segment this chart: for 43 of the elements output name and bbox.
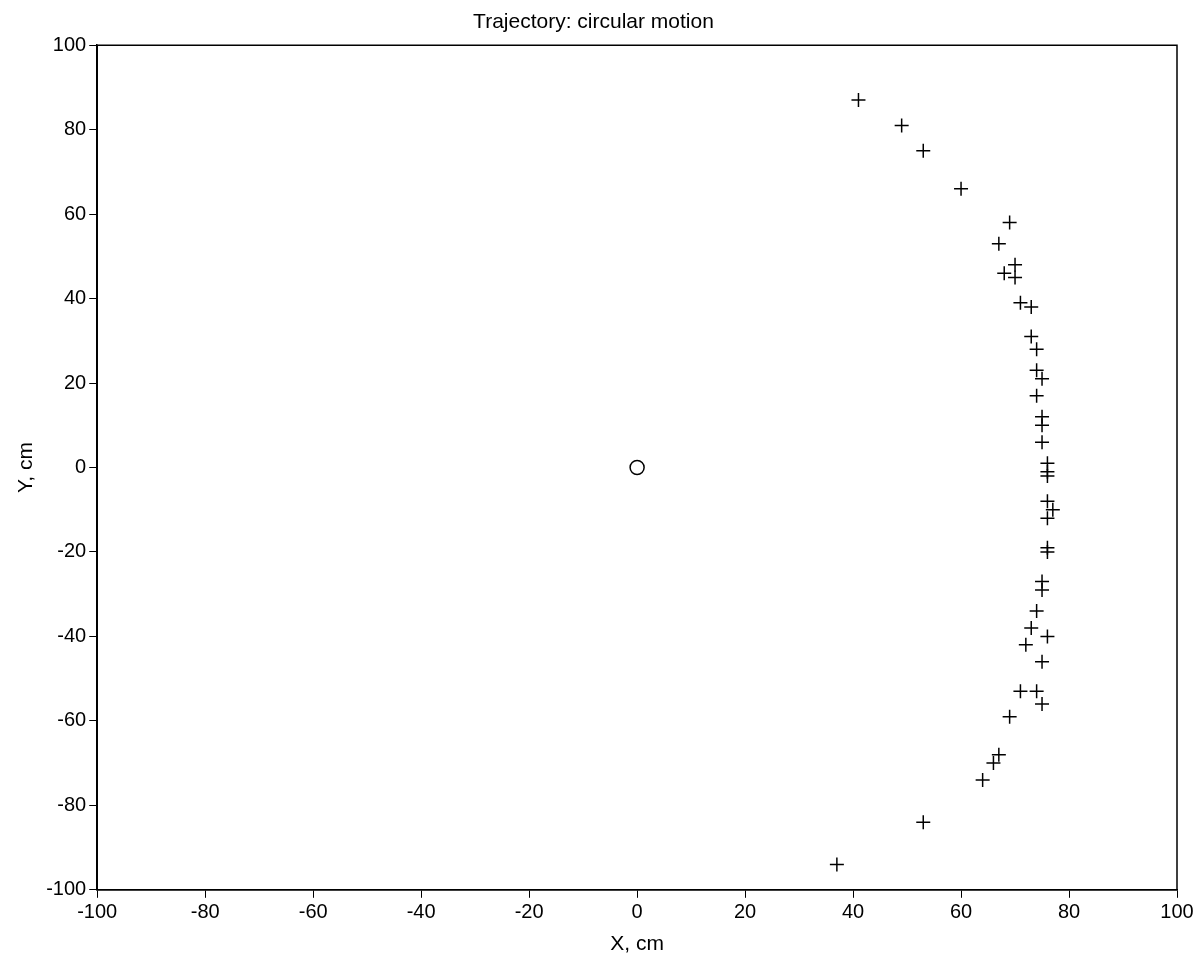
point bbox=[629, 459, 645, 476]
x-tick-label: -80 bbox=[190, 900, 220, 923]
x-tick-label: -20 bbox=[514, 900, 544, 923]
point bbox=[1001, 708, 1018, 725]
x-tick-label: 100 bbox=[1160, 900, 1194, 923]
y-tick-label: 0 bbox=[75, 455, 87, 478]
x-tick-label: 0 bbox=[631, 900, 643, 923]
x-tick-label: 60 bbox=[949, 900, 973, 923]
point bbox=[1012, 683, 1029, 700]
x-tick-label: 80 bbox=[1057, 900, 1081, 923]
x-tick-label: -60 bbox=[298, 900, 328, 923]
y-tick-label: -40 bbox=[57, 623, 87, 646]
point bbox=[893, 117, 910, 134]
point bbox=[1039, 628, 1056, 645]
y-tick-label: -20 bbox=[57, 539, 87, 562]
point bbox=[1028, 683, 1045, 700]
y-tick-label: -60 bbox=[57, 708, 87, 731]
chart-title: Trajectory: circular motion bbox=[473, 9, 714, 33]
y-tick-label: -100 bbox=[46, 877, 87, 900]
point bbox=[1028, 603, 1045, 619]
point bbox=[1012, 295, 1029, 311]
point bbox=[1001, 214, 1018, 231]
point bbox=[1028, 387, 1045, 404]
point bbox=[974, 772, 991, 788]
y-axis-title: Y, cm bbox=[13, 442, 37, 493]
point bbox=[829, 856, 845, 873]
point bbox=[1028, 341, 1045, 358]
point bbox=[1023, 328, 1039, 345]
x-axis-title: X, cm bbox=[610, 931, 664, 955]
x-tick-label: 40 bbox=[841, 900, 865, 923]
y-tick-label: 80 bbox=[63, 117, 87, 140]
x-tick-label: 20 bbox=[733, 900, 757, 923]
y-tick-label: -80 bbox=[57, 792, 87, 815]
y-tick-label: 60 bbox=[63, 201, 87, 224]
point bbox=[1039, 510, 1056, 526]
y-tick-label: 20 bbox=[63, 370, 87, 393]
x-tick-label: -100 bbox=[77, 900, 118, 923]
point bbox=[985, 755, 1002, 771]
point bbox=[1007, 269, 1023, 286]
y-tick-label: 100 bbox=[52, 32, 87, 55]
x-tick-label: -40 bbox=[406, 900, 436, 923]
point bbox=[850, 92, 867, 108]
y-tick-label: 40 bbox=[63, 286, 87, 309]
